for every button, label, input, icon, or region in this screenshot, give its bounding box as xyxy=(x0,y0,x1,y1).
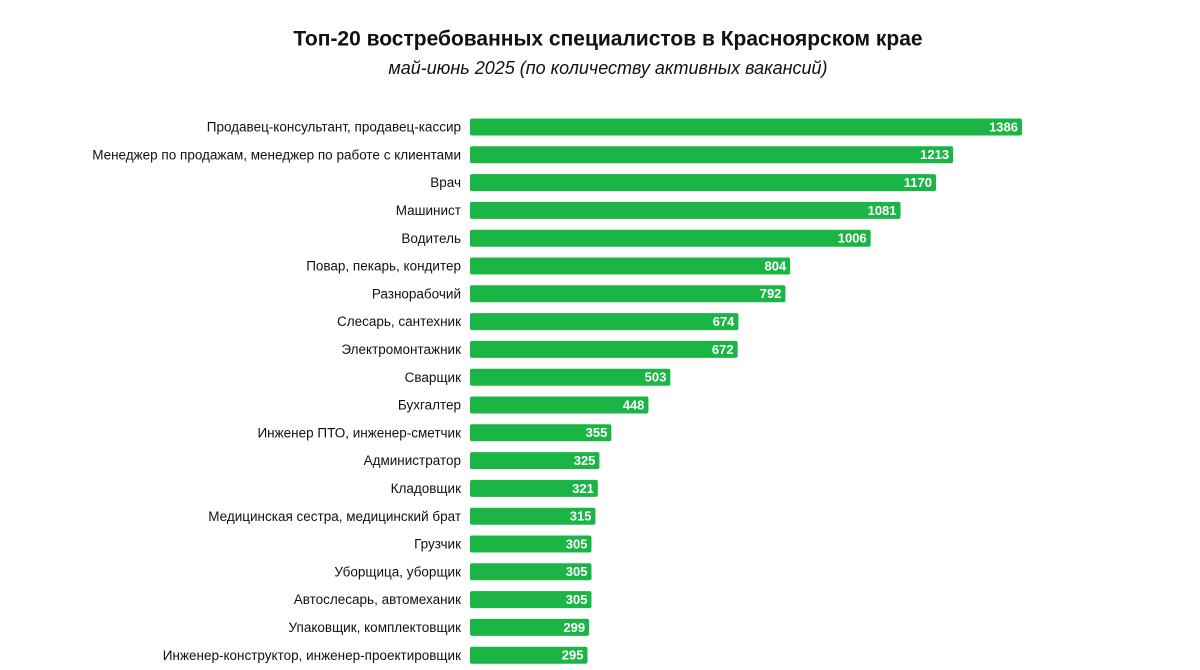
category-label: Слесарь, сантехник xyxy=(337,314,461,329)
bar xyxy=(470,591,592,609)
value-label: 315 xyxy=(570,509,592,524)
category-label: Упаковщик, комплектовщик xyxy=(289,620,462,635)
value-label: 305 xyxy=(566,536,588,551)
value-label: 325 xyxy=(574,453,596,468)
value-label: 1006 xyxy=(838,231,867,246)
value-label: 1386 xyxy=(989,119,1018,134)
bar xyxy=(470,340,738,358)
category-label: Продавец-консультант, продавец-кассир xyxy=(207,120,461,135)
bar xyxy=(470,452,600,470)
bar xyxy=(470,313,739,331)
bar xyxy=(470,174,936,192)
category-label: Бухгалтер xyxy=(398,398,461,413)
category-label: Машинист xyxy=(396,203,461,218)
category-label: Автослесарь, автомеханик xyxy=(294,592,461,607)
value-label: 792 xyxy=(760,286,782,301)
bar xyxy=(470,646,588,664)
category-label: Уборщица, уборщик xyxy=(334,564,461,579)
category-label: Кладовщик xyxy=(391,481,461,496)
bar xyxy=(470,424,612,442)
category-label: Менеджер по продажам, менеджер по работе… xyxy=(92,147,461,162)
value-label: 672 xyxy=(712,342,734,357)
bar xyxy=(470,563,592,581)
category-label: Инженер ПТО, инженер-сметчик xyxy=(257,425,461,440)
bar xyxy=(470,396,649,414)
bar xyxy=(470,201,901,219)
category-label: Сварщик xyxy=(405,370,461,385)
category-label: Повар, пекарь, кондитер xyxy=(306,259,461,274)
bar xyxy=(470,118,1022,136)
value-label: 1081 xyxy=(868,203,897,218)
category-label: Электромонтажник xyxy=(341,342,461,357)
bar xyxy=(470,507,596,525)
chart-subtitle: май-июнь 2025 (по количеству активных ва… xyxy=(388,58,827,78)
category-label: Медицинская сестра, медицинский брат xyxy=(208,509,461,524)
chart-title: Топ-20 востребованных специалистов в Кра… xyxy=(293,28,922,51)
value-label: 1213 xyxy=(920,147,949,162)
bar xyxy=(470,229,871,247)
value-label: 355 xyxy=(586,425,608,440)
value-label: 295 xyxy=(562,648,584,663)
category-label: Грузчик xyxy=(414,537,461,552)
value-label: 503 xyxy=(645,370,667,385)
bar xyxy=(470,479,598,497)
bar xyxy=(470,368,671,386)
category-label: Врач xyxy=(430,175,461,190)
bar xyxy=(470,285,786,303)
value-label: 321 xyxy=(572,481,594,496)
category-label: Инженер-конструктор, инженер-проектировщ… xyxy=(163,648,461,663)
value-label: 305 xyxy=(566,592,588,607)
category-label: Администратор xyxy=(364,453,461,468)
value-label: 804 xyxy=(765,258,787,273)
value-label: 448 xyxy=(623,397,645,412)
bar xyxy=(470,618,590,636)
category-label: Водитель xyxy=(401,231,461,246)
category-label: Разнорабочий xyxy=(372,286,461,301)
value-label: 299 xyxy=(563,620,585,635)
bar xyxy=(470,146,954,164)
bar xyxy=(470,257,791,275)
value-label: 305 xyxy=(566,564,588,579)
value-label: 674 xyxy=(713,314,735,329)
bar xyxy=(470,535,592,553)
value-label: 1170 xyxy=(904,175,932,190)
